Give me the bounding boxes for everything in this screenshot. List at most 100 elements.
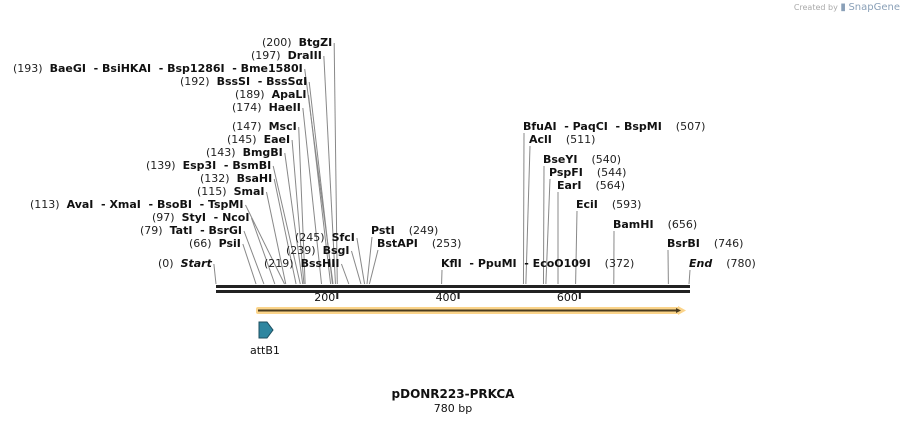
site-position: (511) xyxy=(551,133,596,146)
site-label[interactable]: (147) MscI xyxy=(232,120,297,133)
site-label[interactable]: (132) BsaHI xyxy=(200,172,272,185)
site-position: (245) xyxy=(295,231,332,244)
site-leader-lines xyxy=(213,42,691,285)
site-position: (197) xyxy=(251,49,288,62)
site-label[interactable]: (197) DraIII xyxy=(251,49,322,62)
ruler-ticks xyxy=(336,293,581,299)
enzyme-name: BmgBI xyxy=(242,146,283,159)
enzyme-name: BssHII xyxy=(300,257,340,270)
site-position: (132) xyxy=(200,172,237,185)
attB1-label: attB1 xyxy=(250,344,280,357)
enzyme-name: TatI - BsrGI xyxy=(169,224,242,237)
site-position: (746) xyxy=(699,237,744,250)
orf-arrow[interactable] xyxy=(256,306,686,315)
site-label[interactable]: End (780) xyxy=(689,257,756,270)
site-position: (66) xyxy=(189,237,219,250)
site-position: (219) xyxy=(264,257,301,270)
site-label[interactable]: PspFI (544) xyxy=(549,166,626,179)
enzyme-name: BfuAI - PaqCI - BspMI xyxy=(523,120,662,133)
enzyme-name: SmaI xyxy=(233,185,265,198)
site-label[interactable]: (115) SmaI xyxy=(197,185,264,198)
enzyme-name: BtgZI xyxy=(298,36,333,49)
site-position: (239) xyxy=(286,244,323,257)
site-label[interactable]: (143) BmgBI xyxy=(206,146,283,159)
site-label[interactable]: PstI (249) xyxy=(371,224,438,237)
enzyme-name: End xyxy=(689,257,713,270)
enzyme-name: AclI xyxy=(529,133,552,146)
plasmid-length: 780 bp xyxy=(433,402,473,415)
enzyme-name: PspFI xyxy=(549,166,583,179)
snapgene-logo-icon: ▮ xyxy=(840,2,846,13)
site-label[interactable]: (219) BssHII xyxy=(264,257,339,270)
site-label[interactable]: (200) BtgZI xyxy=(262,36,332,49)
enzyme-name: HaeII xyxy=(268,101,301,114)
enzyme-name: EciI xyxy=(576,198,598,211)
enzyme-name: BamHI xyxy=(613,218,654,231)
enzyme-name: ApaLI xyxy=(271,88,307,101)
enzyme-name: AvaI - XmaI - BsoBI - TspMI xyxy=(66,198,244,211)
ruler-tick-label: 400 xyxy=(435,291,457,304)
site-position: (372) xyxy=(590,257,635,270)
site-position: (192) xyxy=(180,75,217,88)
enzyme-name: MscI xyxy=(268,120,297,133)
enzyme-name: PstI xyxy=(371,224,395,237)
site-position: (97) xyxy=(152,211,182,224)
site-label[interactable]: BstAPI (253) xyxy=(377,237,461,250)
attB1-feature-arrow[interactable] xyxy=(258,321,274,339)
site-position: (564) xyxy=(581,179,626,192)
site-label[interactable]: EarI (564) xyxy=(557,179,625,192)
site-label[interactable]: EciI (593) xyxy=(576,198,641,211)
site-position: (145) xyxy=(227,133,264,146)
site-position: (200) xyxy=(262,36,299,49)
site-label[interactable]: AclI (511) xyxy=(529,133,595,146)
site-label[interactable]: (193) BaeGI - BsiHKAI - Bsp1286I - Bme15… xyxy=(13,62,303,75)
site-position: (507) xyxy=(661,120,706,133)
site-position: (193) xyxy=(13,62,50,75)
site-position: (253) xyxy=(417,237,462,250)
enzyme-name: BaeGI - BsiHKAI - Bsp1286I - Bme1580I xyxy=(49,62,303,75)
site-position: (540) xyxy=(577,153,622,166)
enzyme-name: DraIII xyxy=(287,49,322,62)
enzyme-name: KflI - PpuMI - EcoO109I xyxy=(441,257,591,270)
enzyme-name: SfcI xyxy=(331,231,355,244)
site-label[interactable]: (66) PsiI xyxy=(189,237,241,250)
site-label[interactable]: BamHI (656) xyxy=(613,218,697,231)
site-label[interactable]: BsrBI (746) xyxy=(667,237,743,250)
site-label[interactable]: (189) ApaLI xyxy=(235,88,307,101)
site-label[interactable]: BseYI (540) xyxy=(543,153,621,166)
site-label[interactable]: (113) AvaI - XmaI - BsoBI - TspMI xyxy=(30,198,243,211)
site-position: (139) xyxy=(146,159,183,172)
site-label[interactable]: (97) StyI - NcoI xyxy=(152,211,249,224)
site-label[interactable]: BfuAI - PaqCI - BspMI (507) xyxy=(523,120,705,133)
site-position: (189) xyxy=(235,88,272,101)
enzyme-name: Esp3I - BsmBI xyxy=(182,159,272,172)
site-label[interactable]: (79) TatI - BsrGI xyxy=(140,224,242,237)
site-label[interactable]: (145) EaeI xyxy=(227,133,290,146)
site-position: (249) xyxy=(394,224,439,237)
site-position: (147) xyxy=(232,120,269,133)
plasmid-name: pDONR223-PRKCA xyxy=(391,387,515,401)
site-label[interactable]: (239) BsgI xyxy=(286,244,349,257)
site-label[interactable]: KflI - PpuMI - EcoO109I (372) xyxy=(441,257,634,270)
backbone-bottom-strand xyxy=(216,290,690,293)
enzyme-name: BsaHI xyxy=(236,172,273,185)
credit-brand: SnapGene xyxy=(848,2,900,13)
credit-prefix: Created by xyxy=(793,3,838,12)
site-label[interactable]: (192) BssSI - BssSαI xyxy=(180,75,307,88)
enzyme-name: BseYI xyxy=(543,153,578,166)
enzyme-name: BstAPI xyxy=(377,237,418,250)
site-position: (115) xyxy=(197,185,234,198)
backbone-top-strand xyxy=(216,285,690,288)
site-label[interactable]: (0) Start xyxy=(158,257,212,270)
site-label[interactable]: (174) HaeII xyxy=(232,101,301,114)
enzyme-name: StyI - NcoI xyxy=(181,211,250,224)
enzyme-name: Start xyxy=(180,257,212,270)
enzyme-name: BsrBI xyxy=(667,237,700,250)
site-position: (143) xyxy=(206,146,243,159)
site-position: (113) xyxy=(30,198,67,211)
site-label[interactable]: (245) SfcI xyxy=(295,231,355,244)
site-position: (544) xyxy=(582,166,627,179)
site-label[interactable]: (139) Esp3I - BsmBI xyxy=(146,159,271,172)
site-position: (780) xyxy=(712,257,756,270)
